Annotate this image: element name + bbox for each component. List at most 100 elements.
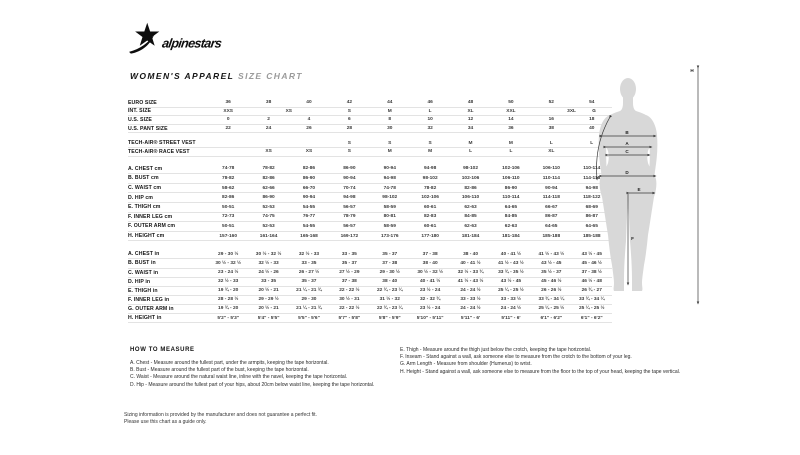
size-cell: 94-98 xyxy=(369,173,410,184)
size-cell: XL xyxy=(531,147,572,157)
page-title-main: WOMEN'S APPAREL xyxy=(130,71,235,81)
table-row: U.S. SIZE 0 2 4 6 8 10 12 14 16 18 xyxy=(128,115,612,125)
size-cell xyxy=(208,147,249,157)
size-cell: 102-106 xyxy=(490,164,532,175)
size-cell: 86-87 xyxy=(531,212,572,223)
size-cell: 45 - 46 ½ xyxy=(571,258,612,269)
size-cell: 10 xyxy=(409,115,451,125)
page-title: WOMEN'S APPAREL SIZE CHART xyxy=(130,71,303,81)
page-title-sub: SIZE CHART xyxy=(234,71,303,81)
size-cell: 14 xyxy=(490,115,532,125)
size-cell: 5'11" - 6' xyxy=(450,313,491,324)
row-label: F. INNER LEG in xyxy=(128,295,208,305)
size-cell: 21 ¼ - 21 ¾ xyxy=(288,304,330,314)
size-cell: 5'7" - 5'8" xyxy=(329,313,370,324)
size-cell: 25 ¼ - 25 ½ xyxy=(571,304,612,314)
measure-instruction: D. Hip - Measure around the fullest part… xyxy=(130,381,375,388)
table-row: A. CHEST cm 74-78 78-82 82-86 86-90 90-94 94-9… xyxy=(128,164,612,175)
size-cell: 22 xyxy=(208,124,249,134)
size-cell: 24 - 24 ½ xyxy=(450,304,491,314)
arm-measure-line xyxy=(595,114,613,181)
size-cell: 64-65 xyxy=(571,221,612,232)
size-cell: 78-82 xyxy=(409,183,451,194)
size-cell: 70-74 xyxy=(329,183,370,194)
size-cell: XXS xyxy=(208,107,249,117)
size-cell: 82-86 xyxy=(450,183,491,194)
size-cell: 80-81 xyxy=(369,212,410,223)
size-cell: 74-78 xyxy=(369,183,410,194)
size-cell: 40 xyxy=(571,124,612,134)
size-cell: 185-188 xyxy=(531,231,572,242)
size-cell: 90-94 xyxy=(288,192,330,203)
size-cell: 50-51 xyxy=(208,202,249,213)
row-label: INT. SIZE xyxy=(128,107,208,117)
size-cell: 24 xyxy=(248,124,289,134)
size-cell: 41 ½ - 43 ½ xyxy=(490,258,532,269)
measure-instruction: F. Inseam - Stand against a wall, ask so… xyxy=(400,354,632,361)
size-cell: 52 xyxy=(531,99,572,108)
size-cell: 62-66 xyxy=(248,183,289,194)
size-cell: 40 - 41 ½ xyxy=(490,250,532,260)
size-cell: 98-102 xyxy=(450,164,491,175)
how-to-measure-right-column: E. Thigh - Measure around the thigh just… xyxy=(400,347,708,376)
size-cell: 32 - 32 ¾ xyxy=(409,295,451,305)
size-cell: 33 ¾ - 34 ¼ xyxy=(531,295,572,305)
size-cell: 102-106 xyxy=(450,173,491,184)
size-cell: XL xyxy=(450,107,491,117)
row-label: B. BUST cm xyxy=(128,173,208,184)
size-cell: 78-82 xyxy=(208,173,249,184)
height-label: H xyxy=(690,68,694,73)
size-cell: L xyxy=(450,147,491,157)
size-cell: 54 xyxy=(571,99,612,108)
size-cell: 38 - 40 xyxy=(409,258,451,269)
table-row: INT. SIZE XXS XS S M L XL XXL 3XL xyxy=(128,107,612,117)
row-label: C. WAIST cm xyxy=(128,183,208,194)
table-row: C. WAIST cm 58-62 62-66 66-70 70-74 74-78 78-8… xyxy=(128,183,612,194)
size-cell: 5'5" - 5'6" xyxy=(288,313,330,324)
table-row: F. INNER LEG cm 72-73 74-75 76-77 78-79 80-81… xyxy=(128,212,612,223)
row-label: TECH-AIR® RACE VEST xyxy=(128,147,208,157)
size-cell: 82-86 xyxy=(288,164,330,175)
size-cell: 86-90 xyxy=(288,173,330,184)
size-cell: 66-67 xyxy=(531,202,572,213)
size-cell: 23 ½ - 24 xyxy=(409,286,451,296)
size-cell: XS xyxy=(248,107,330,117)
table-row: D. HIP cm 82-86 86-90 90-94 94-98 98-102 102-1… xyxy=(128,192,612,203)
size-cell: 33 ¾ - 35 ½ xyxy=(490,268,532,278)
size-cell: 86-90 xyxy=(248,192,289,203)
disclaimer-line: Please use this chart as a guide only. xyxy=(124,419,207,425)
size-cell: 37 - 38 xyxy=(329,277,370,287)
size-cell: 5'10" - 5'11" xyxy=(409,313,451,324)
size-cell: 58-59 xyxy=(369,221,410,232)
arm-label: G xyxy=(592,108,596,113)
size-cell: 42 xyxy=(329,99,370,108)
size-cell: S xyxy=(329,139,370,148)
size-cell: 44 xyxy=(369,99,410,108)
size-cell: 114-118 xyxy=(531,192,572,203)
row-label: D. HIP cm xyxy=(128,192,208,203)
size-cell: 26 ¾ - 27 xyxy=(571,286,612,296)
size-cell: 12 xyxy=(450,115,491,125)
size-cell: 28 - 28 ½ xyxy=(208,295,249,305)
size-cell: 106-110 xyxy=(531,164,572,175)
size-cell: 78-82 xyxy=(248,164,289,175)
table-row: A. CHEST in 29 - 30 ½ 30 ½ - 32 ½ 32 ½ - 33… xyxy=(128,250,612,260)
table-row: H. HEIGHT in 5'2" - 5'3" 5'4" - 5'5" 5'5" -… xyxy=(128,313,612,324)
size-cell: 43 ½ - 45 xyxy=(571,250,612,260)
size-cell: S xyxy=(369,139,410,148)
size-cell: 38 xyxy=(531,124,572,134)
size-cell: 169-172 xyxy=(329,231,370,242)
table-row: TECH-AIR® STREET VEST S S S M M L L xyxy=(128,139,612,148)
waist-label: C xyxy=(625,149,629,154)
size-cell: 82-86 xyxy=(248,173,289,184)
size-cell: 6'1" - 6'2" xyxy=(571,313,612,324)
size-cell: S xyxy=(329,147,370,157)
size-cell: 30 xyxy=(369,124,410,134)
size-cell: 33 - 33 ½ xyxy=(450,295,491,305)
size-cell: 45 - 46 ½ xyxy=(531,277,572,287)
size-cell: 43 ½ - 45 xyxy=(490,277,532,287)
row-label: F. INNER LEG cm xyxy=(128,212,208,223)
size-cell: 37 - 38 xyxy=(409,250,451,260)
size-cell: 35 ½ - 37 xyxy=(531,268,572,278)
size-cell: 35 - 37 xyxy=(288,277,330,287)
